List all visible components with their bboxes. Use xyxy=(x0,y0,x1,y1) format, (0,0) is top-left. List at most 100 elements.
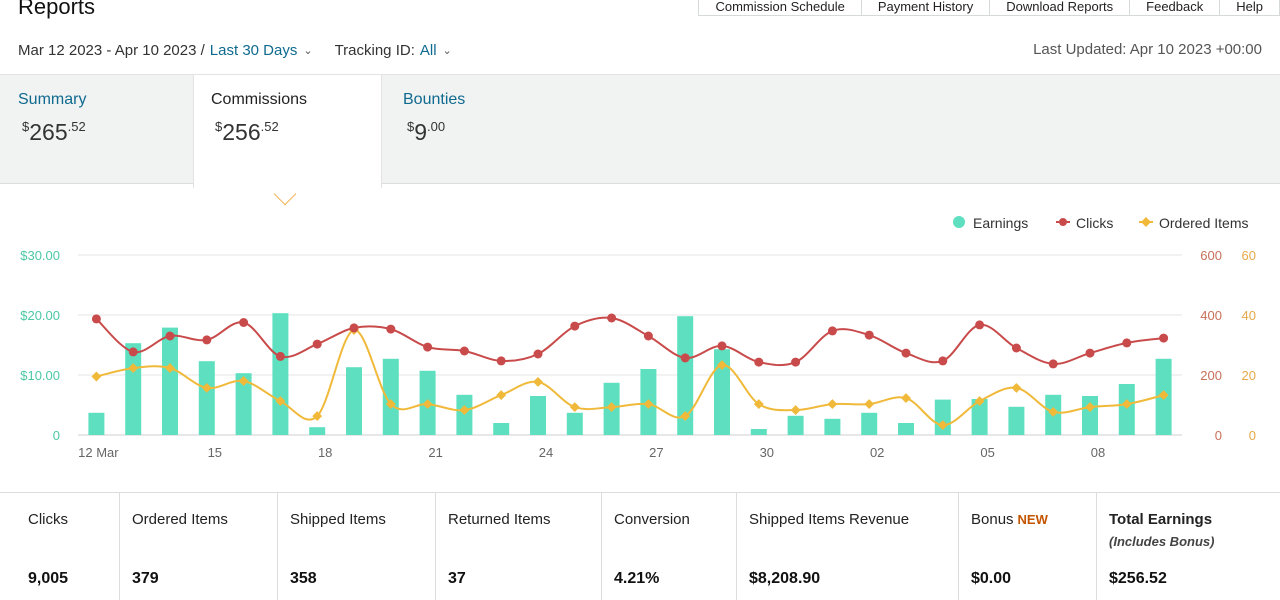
clicks-point xyxy=(754,357,764,367)
stat-total-earnings: Total Earnings (Includes Bonus) $256.52 xyxy=(1097,493,1280,600)
stat-label: Clicks xyxy=(28,511,68,528)
earnings-bar xyxy=(530,396,546,435)
earnings-chart: Earnings Clicks Ordered Items $30.00 600 60 $… xyxy=(20,215,1256,460)
clicks-point xyxy=(607,313,617,323)
stat-label: Ordered Items xyxy=(132,511,228,528)
stat-value: 4.21% xyxy=(614,570,660,587)
earnings-bar xyxy=(1082,396,1098,435)
clicks-point xyxy=(128,347,138,357)
chart-legend: Earnings Clicks Ordered Items xyxy=(953,215,1248,231)
clicks-point xyxy=(312,339,322,349)
x-tick-label: 05 xyxy=(980,445,994,460)
y-clicks-tick-label: 0 xyxy=(1215,428,1222,443)
filter-row: Mar 12 2023 - Apr 10 2023 / Last 30 Days… xyxy=(18,42,474,59)
clicks-point xyxy=(202,335,212,345)
earnings-bar xyxy=(309,427,326,435)
clicks-point xyxy=(386,324,396,334)
y-ordered-tick-label: 40 xyxy=(1242,308,1256,323)
y-ordered-tick-label: 60 xyxy=(1242,248,1256,263)
date-preset-dropdown[interactable]: Last 30 Days xyxy=(209,42,298,59)
y-clicks-tick-label: 400 xyxy=(1200,308,1222,323)
ordered-items-point xyxy=(128,363,139,374)
stat-shipped-revenue: Shipped Items Revenue $8,208.90 xyxy=(737,493,959,600)
ordered-items-point xyxy=(201,382,212,393)
legend-label: Earnings xyxy=(973,215,1028,231)
earnings-bar xyxy=(861,412,878,435)
earnings-bar xyxy=(566,412,583,435)
x-tick-label: 21 xyxy=(428,445,442,460)
clicks-point xyxy=(1011,343,1021,353)
ordered-items-point xyxy=(1121,399,1132,410)
top-button-bar: Commission Schedule Payment History Down… xyxy=(698,0,1280,16)
tracking-id-dropdown[interactable]: All xyxy=(419,42,437,59)
y-left-tick-label: 0 xyxy=(53,428,60,443)
clicks-point xyxy=(239,318,249,327)
ordered-items-line xyxy=(96,329,1164,427)
earnings-bar xyxy=(162,327,178,435)
chevron-down-icon[interactable]: ⌄ xyxy=(442,45,452,57)
stat-sublabel: (Includes Bonus) xyxy=(1109,534,1215,549)
legend-clicks-marker xyxy=(1059,218,1067,226)
earnings-bar xyxy=(125,343,142,435)
stat-value: $8,208.90 xyxy=(749,570,821,587)
new-badge: NEW xyxy=(1017,512,1048,527)
stats-bar: Clicks 9,005 Ordered Items 379 Shipped I… xyxy=(0,492,1280,600)
tab-bounties[interactable]: Bounties $9.00 xyxy=(403,75,573,185)
earnings-bar xyxy=(88,412,105,435)
chart-grid xyxy=(78,254,1182,436)
earnings-bar xyxy=(750,429,767,435)
tab-amount: $265.52 xyxy=(22,119,86,145)
chart-axes: $30.00 600 60$20.00 400 40$10.00 200 200 0 012 M… xyxy=(20,248,1256,460)
commission-schedule-button[interactable]: Commission Schedule xyxy=(698,0,861,16)
clicks-point xyxy=(423,342,433,352)
x-tick-label: 27 xyxy=(649,445,663,460)
ordered-items-point xyxy=(238,376,249,386)
help-button[interactable]: Help xyxy=(1219,0,1280,16)
ordered-items-point xyxy=(1011,382,1022,393)
clicks-point xyxy=(975,320,985,330)
x-tick-label: 30 xyxy=(760,445,774,460)
ordered-items-point xyxy=(974,396,985,407)
stat-value: $0.00 xyxy=(971,570,1012,587)
clicks-point xyxy=(165,331,175,341)
stat-bonus: Bonus NEW $0.00 xyxy=(959,493,1097,600)
download-reports-button[interactable]: Download Reports xyxy=(989,0,1130,16)
stat-label: Shipped Items Revenue xyxy=(749,511,910,528)
legend-label: Ordered Items xyxy=(1159,215,1248,231)
clicks-point xyxy=(643,331,653,341)
stat-value: 358 xyxy=(290,570,317,587)
earnings-bar xyxy=(824,418,841,435)
clicks-point xyxy=(938,356,948,366)
y-clicks-tick-label: 200 xyxy=(1200,368,1222,383)
clicks-point xyxy=(827,326,837,336)
ordered-items-point xyxy=(165,363,175,374)
earnings-bar xyxy=(346,367,362,435)
clicks-point xyxy=(1122,338,1132,348)
chart-lines xyxy=(91,313,1169,431)
y-ordered-tick-label: 20 xyxy=(1242,368,1256,383)
clicks-point xyxy=(717,341,727,351)
stat-label: Total Earnings xyxy=(1109,511,1213,528)
ordered-items-point xyxy=(496,390,507,401)
earnings-bars xyxy=(88,313,1172,435)
earnings-bar xyxy=(934,399,951,435)
ordered-items-point xyxy=(643,399,654,410)
earnings-bar xyxy=(198,361,215,435)
ordered-items-point xyxy=(569,402,580,413)
legend-label: Clicks xyxy=(1076,215,1113,231)
tab-summary[interactable]: Summary $265.52 xyxy=(18,75,188,185)
y-left-tick-label: $20.00 xyxy=(20,308,60,323)
x-tick-label: 12 Mar xyxy=(78,445,119,460)
clicks-point xyxy=(570,321,580,331)
payment-history-button[interactable]: Payment History xyxy=(860,0,990,16)
ordered-items-point xyxy=(91,371,102,382)
stat-conversion: Conversion 4.21% xyxy=(602,493,737,600)
tab-commissions[interactable]: Commissions $256.52 xyxy=(193,75,382,188)
earnings-bar xyxy=(971,399,988,435)
feedback-button[interactable]: Feedback xyxy=(1129,0,1220,16)
chevron-down-icon[interactable]: ⌄ xyxy=(303,45,313,57)
earnings-bar xyxy=(898,423,914,435)
ordered-items-point xyxy=(1085,402,1095,413)
earnings-bar xyxy=(493,423,510,435)
x-tick-label: 18 xyxy=(318,445,332,460)
